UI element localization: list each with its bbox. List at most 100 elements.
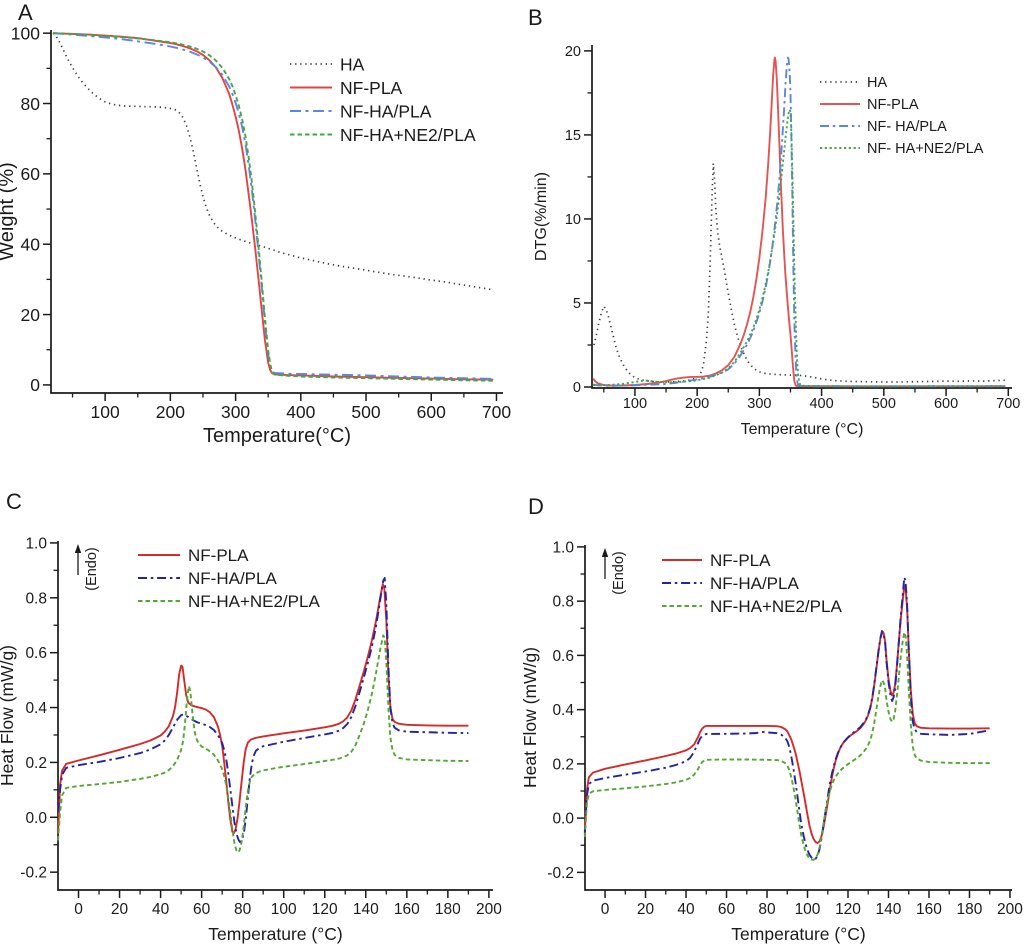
legend-label-nf-ha-pla: NF-HA/PLA: [710, 574, 799, 593]
y-tick-label: 0.6: [552, 648, 574, 665]
y-tick-label: 40: [21, 235, 41, 255]
x-tick-label: 600: [934, 396, 958, 412]
y-tick-label: -0.2: [20, 865, 47, 882]
y-tick-label: 20: [21, 305, 41, 325]
y-axis-title: Heat Flow (mW/g): [0, 645, 17, 786]
legend-label-nf-ha-pla: NF- HA/PLA: [867, 119, 947, 135]
dsc-chart-panel-d: 0 20 40 60 80 100 120 140 160 180 200 -0.2 0.0 0.2 0.4…: [520, 539, 1023, 944]
y-tick-label: 0.8: [25, 590, 47, 607]
x-tick-label: 100: [91, 402, 120, 422]
y-tick-label: 1.0: [552, 539, 574, 556]
y-tick-label: 15: [565, 128, 581, 144]
x-tick-label: 200: [997, 901, 1023, 918]
x-tick-label: 700: [482, 402, 511, 422]
x-tick-label: 180: [435, 901, 461, 918]
y-axis-title: Weight (%): [0, 162, 18, 261]
legend-label-ha: HA: [867, 75, 887, 91]
x-tick-label: 160: [916, 901, 942, 918]
x-tick-label: 100: [623, 396, 647, 412]
legend-label-nf-ha-pla: NF-HA/PLA: [188, 569, 277, 588]
series-line-nf-ha-pla: [583, 576, 990, 861]
y-tick-label: 0: [30, 375, 40, 395]
x-tick-label: 120: [312, 901, 338, 918]
series-line-nf-pla: [52, 32, 494, 381]
axis-frame: [50, 30, 503, 394]
y-axis-title: Heat Flow (mW/g): [520, 647, 540, 788]
x-tick-label: 80: [758, 901, 776, 918]
x-tick-label: 500: [351, 402, 380, 422]
series-line-nf-pla: [57, 583, 469, 835]
legend-label-nf-pla: NF-PLA: [340, 78, 403, 98]
legend-label-nf-ha-ne2-pla: NF-HA+NE2/PLA: [710, 597, 842, 616]
x-tick-label: 300: [221, 402, 250, 422]
x-axis-title: Temperature(°C): [203, 425, 351, 447]
y-tick-label: 20: [565, 44, 581, 60]
x-tick-label: 60: [193, 901, 211, 918]
series-line-nf-pla: [583, 585, 990, 845]
x-tick-label: 0: [74, 901, 83, 918]
x-tick-label: 160: [394, 901, 420, 918]
series-line-ha: [593, 162, 1006, 383]
legend-label-ha: HA: [340, 54, 365, 74]
x-axis-title: Temperature (°C): [731, 924, 865, 944]
endo-annotation: (Endo): [84, 547, 100, 591]
x-tick-label: 140: [353, 901, 379, 918]
x-tick-label: 140: [876, 901, 902, 918]
x-tick-label: 200: [685, 396, 709, 412]
legend-label-nf-ha-ne2-pla: NF- HA+NE2/PLA: [867, 141, 984, 157]
series-line-nf-ha-pla: [52, 32, 494, 380]
x-tick-label: 400: [286, 402, 315, 422]
y-tick-label: 0.2: [552, 756, 574, 773]
x-tick-label: 40: [152, 901, 170, 918]
legend-label-nf-pla: NF-PLA: [188, 546, 249, 565]
dtg-chart-panel-b: 100 200 300 400 500 600 700 0 5 10 15 20 Temperature…: [533, 44, 1020, 438]
series-line-nf-ha-ne2-pla: [57, 634, 469, 854]
y-axis-title: DTG(%/min): [533, 172, 550, 261]
y-tick-label: 60: [21, 164, 41, 184]
tga-weight-chart-panel-a: 100 200 300 400 500 600 700 0 20 40 60 80 100 Tempera…: [0, 23, 511, 447]
endo-annotation: (Endo): [611, 551, 627, 595]
endo-arrow-head: [74, 544, 82, 553]
y-tick-label: 0.8: [552, 594, 574, 611]
y-tick-label: 0.2: [25, 755, 47, 772]
legend-label-nf-ha-pla: NF-HA/PLA: [340, 101, 432, 121]
x-tick-label: 600: [417, 402, 446, 422]
x-tick-label: 200: [156, 402, 185, 422]
axis-frame: [57, 541, 493, 891]
series-line-nf-ha-pla: [57, 577, 469, 843]
series-line-nf-ha-ne2-pla: [583, 631, 990, 861]
legend-label-nf-pla: NF-PLA: [867, 97, 919, 113]
y-tick-label: 1.0: [25, 536, 47, 553]
series-line-nf-ha-ne2-pla: [52, 32, 494, 382]
y-tick-label: 0.4: [25, 700, 47, 717]
panel-c-letter: C: [6, 489, 22, 514]
panel-d-letter: D: [528, 494, 544, 519]
y-tick-label: 0.0: [552, 811, 574, 828]
series-line-nf-pla: [592, 56, 1006, 388]
x-tick-label: 100: [795, 901, 821, 918]
x-tick-label: 500: [872, 396, 896, 412]
series-line-ha: [52, 32, 494, 291]
y-tick-label: 0.4: [552, 702, 574, 719]
x-tick-label: 60: [718, 901, 736, 918]
y-tick-label: 0.0: [25, 810, 47, 827]
axis-frame: [591, 45, 1012, 389]
x-tick-label: 700: [996, 396, 1020, 412]
y-tick-label: 0: [573, 380, 581, 396]
series-line-nf-ha-pla: [593, 56, 1006, 388]
y-tick-label: 10: [565, 212, 581, 228]
legend-label-nf-ha-ne2-pla: NF-HA+NE2/PLA: [188, 592, 320, 611]
x-tick-label: 100: [271, 901, 297, 918]
series-line-nf-ha-ne2-pla: [593, 108, 1006, 388]
y-tick-label: -0.2: [547, 865, 574, 882]
x-tick-label: 120: [835, 901, 861, 918]
axis-frame: [584, 545, 1012, 891]
x-tick-label: 0: [601, 901, 610, 918]
x-tick-label: 80: [234, 901, 252, 918]
dsc-chart-panel-c: 0 20 40 60 80 100 120 140 160 180 200 -0.2 0.0 0.2 0.4…: [0, 536, 502, 944]
x-tick-label: 400: [809, 396, 833, 412]
x-tick-label: 200: [476, 901, 502, 918]
x-tick-label: 20: [111, 901, 129, 918]
panel-b-letter: B: [528, 5, 543, 30]
x-axis-title: Temperature (°C): [741, 421, 864, 438]
